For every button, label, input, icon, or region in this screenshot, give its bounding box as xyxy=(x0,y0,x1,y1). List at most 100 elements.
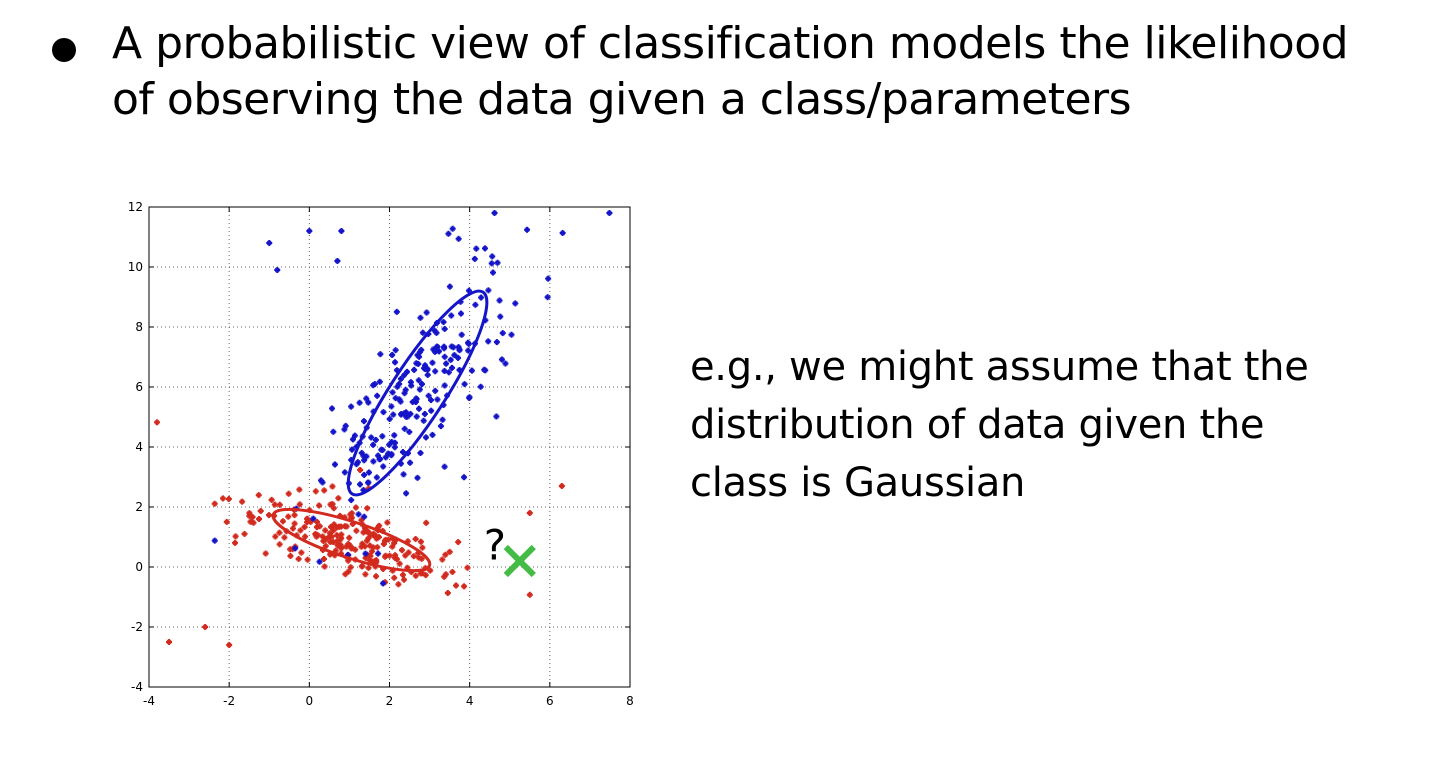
blue-data-point xyxy=(424,371,431,378)
red-data-point xyxy=(464,564,471,571)
blue-data-point xyxy=(211,537,218,544)
red-data-point xyxy=(449,568,456,575)
blue-data-point xyxy=(606,210,613,216)
bullet-text: A probabilistic view of classification m… xyxy=(112,18,1349,125)
blue-data-point xyxy=(494,259,501,266)
red-data-point xyxy=(329,483,336,490)
blue-data-point xyxy=(274,267,281,273)
blue-data-point xyxy=(418,346,425,353)
red-data-point xyxy=(281,534,288,541)
red-data-point xyxy=(334,541,341,548)
red-data-point xyxy=(353,527,360,534)
y-tick-label: 2 xyxy=(135,500,143,514)
blue-data-point xyxy=(441,325,448,332)
blue-data-point xyxy=(348,497,355,504)
red-data-point xyxy=(247,518,254,525)
red-data-point xyxy=(373,573,380,580)
blue-data-point xyxy=(354,459,361,466)
blue-data-point xyxy=(316,558,323,565)
red-data-point xyxy=(419,544,426,551)
red-data-point xyxy=(232,533,239,540)
x-tick-label: -4 xyxy=(143,694,155,708)
red-data-point xyxy=(219,495,226,502)
red-data-point xyxy=(399,571,406,578)
x-tick-label: 2 xyxy=(386,694,394,708)
red-data-point xyxy=(410,553,417,560)
red-gaussian-ellipse xyxy=(271,507,432,573)
blue-data-point xyxy=(380,580,387,587)
blue-data-point xyxy=(370,458,377,465)
blue-data-point xyxy=(413,413,420,420)
blue-data-point xyxy=(356,481,363,488)
blue-data-point xyxy=(372,436,379,443)
red-data-point xyxy=(427,567,434,574)
blue-data-point xyxy=(441,367,448,374)
blue-data-point xyxy=(422,434,429,441)
red-data-point xyxy=(333,532,340,539)
red-data-point xyxy=(360,529,367,536)
red-data-point xyxy=(257,507,264,514)
red-data-point xyxy=(314,518,321,525)
red-data-point xyxy=(287,552,294,559)
red-data-point xyxy=(398,547,405,554)
red-data-point xyxy=(154,419,161,426)
blue-data-point xyxy=(406,428,413,435)
blue-data-point xyxy=(397,375,404,382)
blue-data-point xyxy=(392,347,399,354)
blue-data-point xyxy=(402,386,409,393)
gaussian-note: e.g., we might assume that the distribut… xyxy=(690,344,1309,506)
red-data-point xyxy=(361,543,368,550)
blue-data-point xyxy=(403,490,410,497)
blue-data-point xyxy=(443,360,450,367)
blue-data-point xyxy=(422,365,429,372)
blue-data-point xyxy=(418,381,425,388)
y-tick-label: 6 xyxy=(135,380,143,394)
red-data-point xyxy=(241,530,248,537)
red-data-point xyxy=(246,512,253,519)
blue-data-point xyxy=(377,351,384,358)
red-data-point xyxy=(326,533,333,540)
blue-data-point xyxy=(434,396,441,403)
red-data-point xyxy=(417,538,424,545)
red-data-point xyxy=(391,574,398,581)
blue-data-point xyxy=(415,377,422,384)
red-data-point xyxy=(226,642,233,648)
blue-data-point xyxy=(417,314,424,321)
red-data-point xyxy=(374,544,381,551)
red-data-point xyxy=(373,533,380,540)
y-tick-label: 10 xyxy=(128,260,143,274)
red-data-point xyxy=(367,552,374,559)
blue-data-point xyxy=(497,313,504,320)
blue-data-point xyxy=(434,344,441,351)
red-data-point xyxy=(446,548,453,555)
red-data-point xyxy=(276,501,283,508)
red-data-point xyxy=(366,542,373,549)
blue-data-point xyxy=(524,226,531,233)
blue-data-point xyxy=(432,368,439,375)
red-data-point xyxy=(313,533,320,540)
red-data-point xyxy=(395,581,402,588)
blue-data-point xyxy=(379,446,386,453)
red-data-point xyxy=(289,525,296,532)
red-data-point xyxy=(327,501,334,508)
x-tick-label: 4 xyxy=(466,694,474,708)
axis-ticks: -4 -2 0 2 4 6 8 -4 -2 0 2 4 6 8 10 12 xyxy=(128,200,634,708)
red-data-point xyxy=(321,563,328,570)
red-data-point xyxy=(418,555,425,562)
blue-data-point xyxy=(401,425,408,432)
red-data-point xyxy=(368,548,375,555)
blue-data-point xyxy=(355,511,362,518)
y-tick-label: -2 xyxy=(131,620,143,634)
red-data-point xyxy=(352,504,359,511)
blue-data-point xyxy=(373,474,380,481)
blue-data-point xyxy=(393,308,400,315)
blue-data-point xyxy=(447,356,454,363)
blue-data-point xyxy=(306,228,313,234)
blue-data-point xyxy=(432,348,439,355)
blue-data-point xyxy=(477,383,484,390)
blue-data-point xyxy=(338,228,345,234)
red-data-point xyxy=(296,501,303,508)
blue-data-point xyxy=(380,409,387,416)
blue-data-point xyxy=(310,515,317,522)
red-data-point xyxy=(367,532,374,539)
